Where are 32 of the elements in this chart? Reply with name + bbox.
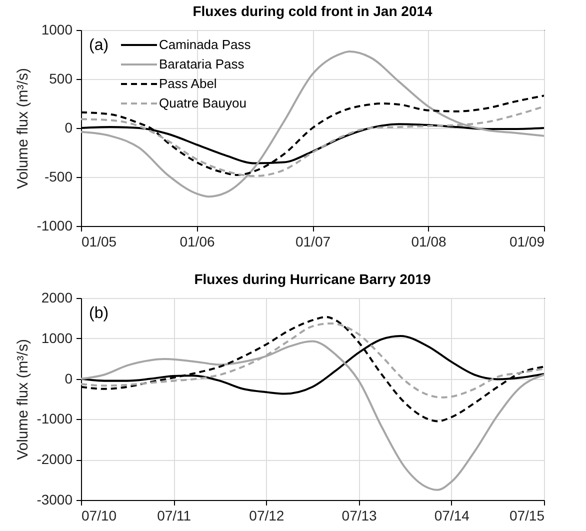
x-tick-label: 07/11 — [157, 508, 192, 524]
legend-label: Pass Abel — [159, 76, 217, 91]
y-axis-title: Volume flux (m³/s) — [14, 339, 32, 460]
legend-label: Quatre Bauyou — [159, 96, 246, 110]
y-tick-label: -1000 — [36, 218, 73, 234]
y-tick-label: -3000 — [36, 492, 73, 508]
annotation: (b) — [89, 305, 109, 322]
y-tick-label: 0 — [64, 370, 73, 386]
x-tick-label: 01/09 — [509, 234, 545, 250]
y-tick-label: -500 — [44, 168, 73, 184]
y-tick-label: 500 — [49, 70, 73, 86]
x-tick-label: 01/08 — [411, 234, 446, 250]
y-tick-label: 2000 — [41, 290, 73, 306]
y-tick-label: 1000 — [41, 330, 73, 346]
y-tick-label: -1000 — [36, 410, 73, 427]
x-tick-label: 01/05 — [82, 234, 117, 250]
y-axis-title: Volume flux (m³/s) — [14, 68, 32, 189]
y-tick-label: -2000 — [36, 451, 73, 468]
y-tick-label: 0 — [64, 120, 73, 136]
x-tick-label: 07/12 — [249, 508, 284, 524]
chart-title: Fluxes during cold front in Jan 2014 — [192, 3, 433, 19]
legend-label: Barataria Pass — [159, 56, 245, 72]
x-tick-label: 07/13 — [342, 508, 378, 524]
x-tick-label: 07/10 — [82, 508, 117, 524]
y-tick-label: 1000 — [41, 22, 73, 38]
annotation: (a) — [89, 37, 109, 54]
chart-title: Fluxes during Hurricane Barry 2019 — [194, 271, 431, 287]
legend-label: Caminada Pass — [159, 37, 252, 52]
x-tick-label: 07/15 — [509, 508, 545, 524]
x-tick-label: 01/07 — [295, 234, 331, 250]
x-tick-label: 07/14 — [434, 508, 470, 524]
x-tick-label: 01/06 — [180, 234, 215, 250]
